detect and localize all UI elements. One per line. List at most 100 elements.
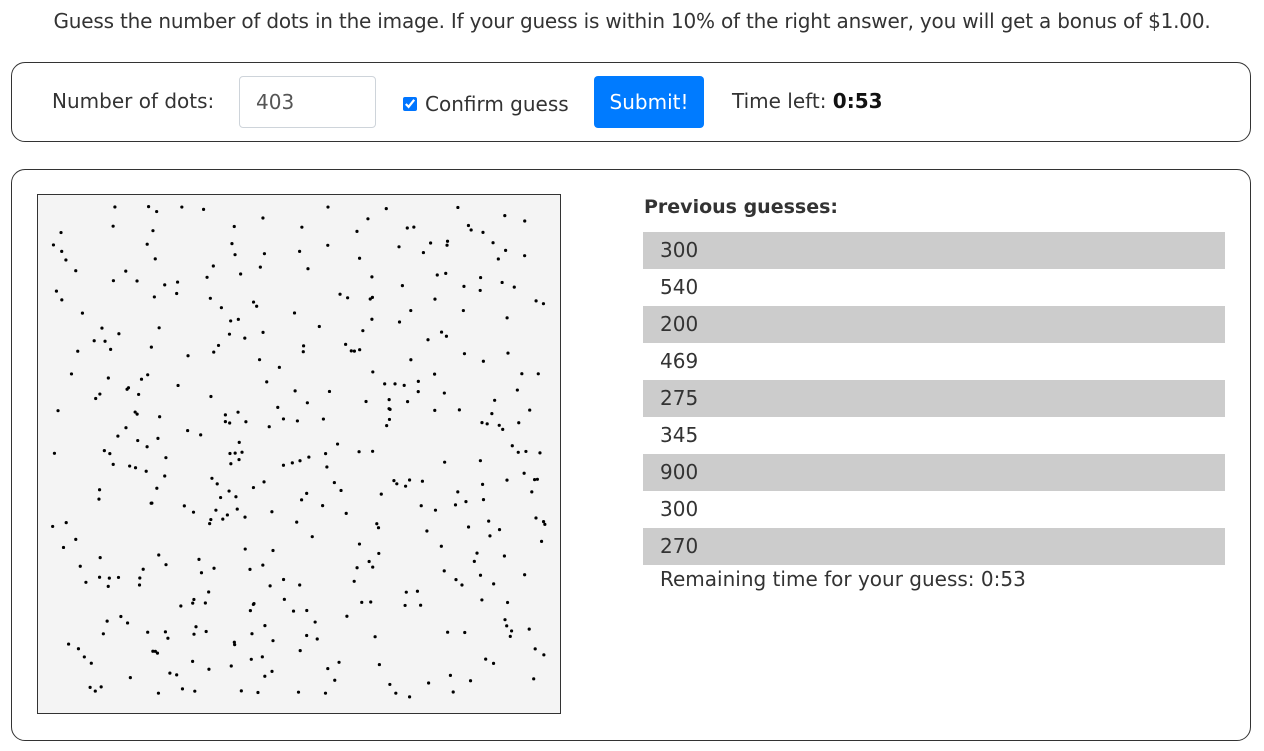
dot (523, 254, 527, 258)
dot (305, 401, 309, 405)
dot (321, 504, 325, 508)
dot (463, 630, 467, 635)
dot (212, 350, 216, 354)
dot (301, 344, 306, 348)
instructions-text: Guess the number of dots in the image. I… (53, 9, 1211, 33)
dot (516, 450, 520, 454)
dot (180, 687, 185, 691)
dot (282, 597, 286, 601)
dot (502, 554, 507, 558)
dot (97, 488, 102, 492)
previous-guess-item: 900 (643, 454, 1225, 491)
confirm-guess-toggle[interactable]: Confirm guess (403, 89, 569, 119)
dot (158, 415, 162, 419)
dot (517, 421, 521, 425)
dot (433, 408, 437, 412)
dot (368, 297, 372, 301)
dot (193, 689, 197, 693)
dot (164, 563, 168, 567)
dot (54, 289, 59, 293)
dot (472, 559, 476, 563)
dot (137, 583, 142, 587)
dot (371, 449, 375, 453)
submit-button[interactable]: Submit! (594, 76, 704, 128)
confirm-guess-checkbox[interactable] (403, 97, 417, 111)
dot (262, 480, 266, 484)
dot (141, 567, 145, 571)
dot (265, 380, 269, 384)
dot (539, 539, 544, 543)
dot (444, 334, 449, 338)
dot (384, 207, 388, 211)
dot (290, 461, 294, 465)
dot (462, 352, 467, 356)
dot (505, 624, 509, 628)
dot-image (37, 194, 561, 714)
dot (497, 423, 501, 427)
dot (76, 647, 81, 651)
dot (98, 392, 102, 396)
dot (301, 350, 305, 354)
dot (355, 229, 359, 233)
dot (522, 471, 526, 475)
dot (59, 230, 63, 235)
dot (191, 659, 195, 663)
dot (405, 400, 410, 404)
dot (236, 317, 240, 321)
dot (371, 565, 375, 569)
dot (326, 205, 330, 209)
dot (260, 655, 264, 659)
dot (305, 608, 309, 613)
dot (339, 488, 343, 493)
dot (237, 457, 241, 462)
dot (432, 372, 437, 376)
dot (377, 662, 381, 667)
dot (538, 451, 542, 455)
dot (385, 424, 389, 428)
dot (469, 228, 473, 232)
dot (324, 452, 328, 456)
dot (520, 372, 524, 376)
dot (409, 308, 413, 313)
dot (468, 679, 473, 683)
time-left-value: 0:53 (832, 89, 883, 113)
dot (503, 618, 507, 622)
dot (51, 524, 55, 529)
dot (506, 351, 510, 355)
dot (281, 417, 286, 421)
game-panel: Previous guesses: 300 540 200 469 275 345 900 3… (11, 169, 1251, 741)
dot (228, 451, 232, 456)
dot (102, 449, 106, 453)
dot (244, 420, 248, 424)
dot (258, 265, 262, 269)
dot (349, 349, 353, 353)
dot (532, 677, 536, 681)
dot (442, 569, 446, 573)
dot (89, 661, 93, 665)
dot (478, 573, 483, 577)
dot (194, 625, 198, 629)
dot (214, 508, 218, 512)
number-of-dots-input[interactable] (239, 76, 376, 128)
dot (370, 275, 374, 279)
dot (232, 224, 236, 229)
dot (352, 349, 356, 353)
dot (179, 604, 183, 608)
dot (203, 601, 207, 605)
dot (299, 498, 304, 502)
dot (156, 691, 161, 695)
dot (543, 522, 547, 526)
dot (503, 214, 507, 218)
dot (443, 460, 447, 464)
dot (270, 510, 274, 514)
dot (532, 478, 537, 482)
dot (116, 434, 120, 438)
dot (175, 280, 180, 284)
time-left-label: Time left: (732, 89, 827, 113)
dot (509, 629, 514, 633)
dot (387, 417, 392, 422)
dot (208, 296, 212, 300)
dot (534, 516, 538, 520)
dot (192, 597, 196, 602)
dot (377, 551, 381, 556)
